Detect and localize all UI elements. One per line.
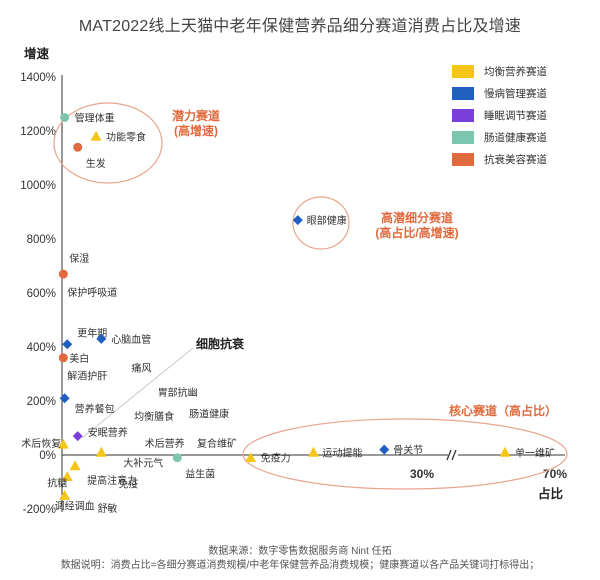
data-point-circle <box>58 353 68 363</box>
legend-label: 慢病管理赛道 <box>484 87 547 100</box>
data-point-diamond <box>72 431 83 442</box>
footer-note: 数据说明：消费占比=各细分赛道消费规模/中老年保健营养品消费规模；健康赛道以各产… <box>60 560 540 571</box>
data-point-triangle <box>308 446 320 457</box>
legend-label: 肠道健康赛道 <box>484 131 547 144</box>
data-label: 舒敏 <box>97 502 117 515</box>
growth-zone-title: 潜力赛道 <box>172 108 220 123</box>
x-axis-title: 占比 <box>538 486 564 501</box>
data-label: 眼部健康 <box>307 214 347 227</box>
data-point-circle <box>172 453 182 463</box>
data-label: 痛风 <box>132 362 152 375</box>
data-label: 免疫 <box>118 478 138 491</box>
y-tick-label: 600% <box>27 288 56 300</box>
data-label: 管理体重 <box>75 112 115 125</box>
legend-swatch <box>452 108 474 122</box>
data-label: 解酒护肝 <box>67 370 107 383</box>
potential-zone-title: 高潜细分赛道 <box>381 210 453 225</box>
footer-source: 数据来源：数字零售数据服务商 Nint 任拓 <box>208 546 392 557</box>
data-point-diamond <box>59 393 70 404</box>
data-label: 术后营养 <box>145 437 185 450</box>
data-label: 益生菌 <box>185 468 215 481</box>
data-label: 术后恢复 <box>21 437 61 450</box>
legend: 均衡营养赛道 慢病管理赛道 睡眠调节赛道 肠道健康赛道 抗衰美容赛道 <box>452 60 578 170</box>
data-label: 安眠营养 <box>88 426 128 439</box>
legend-swatch <box>452 130 474 144</box>
y-tick-label: 400% <box>27 342 56 354</box>
y-tick-label: 0% <box>39 450 56 462</box>
data-label: 复合维矿 <box>197 437 237 450</box>
y-tick-label: 1400% <box>20 72 56 84</box>
data-label: 运动提能 <box>323 446 363 459</box>
data-label: 抗糖 <box>47 477 67 490</box>
axis-break-mark <box>451 449 457 461</box>
legend-item: 肠道健康赛道 <box>452 126 578 148</box>
data-label: 骨关节 <box>393 444 423 457</box>
legend-swatch <box>452 152 474 166</box>
growth-zone-ellipse <box>53 102 163 184</box>
y-tick-label: -200% <box>23 504 56 516</box>
data-label: 大补元气 <box>123 456 163 469</box>
data-point-circle <box>73 142 83 152</box>
data-point-triangle <box>61 471 73 481</box>
x-tick-label: 70% <box>543 467 567 481</box>
legend-item: 抗衰美容赛道 <box>452 148 578 170</box>
data-label: 胃部抗幽 <box>158 386 198 399</box>
core-zone-title: 核心赛道（高占比） <box>449 403 557 418</box>
data-point-triangle <box>95 446 107 457</box>
data-label: 营养餐包 <box>75 402 115 415</box>
data-point-circle <box>60 113 70 122</box>
data-label: 保湿 <box>69 252 89 265</box>
y-tick-label: 800% <box>27 234 56 246</box>
core-zone-ellipse <box>242 418 568 490</box>
y-tick-label: 1200% <box>20 126 56 138</box>
legend-label: 睡眠调节赛道 <box>484 109 547 122</box>
legend-swatch <box>452 86 474 100</box>
data-label: 免疫力 <box>261 452 291 465</box>
y-tick-label: 200% <box>27 396 56 408</box>
data-label: 提高注意力 <box>87 474 137 487</box>
leader-line <box>81 347 194 439</box>
data-label: 心脑血管 <box>111 333 151 346</box>
chart-title: MAT2022线上天猫中老年保健营养品细分赛道消费占比及增速 <box>78 18 522 35</box>
legend-label: 抗衰美容赛道 <box>484 153 547 166</box>
data-point-triangle <box>57 438 69 449</box>
legend-item: 睡眠调节赛道 <box>452 104 578 126</box>
data-point-diamond <box>62 339 73 350</box>
growth-zone-subtitle: (高增速) <box>174 123 218 138</box>
data-label: 肠道健康 <box>189 408 229 421</box>
x-tick-label: 30% <box>410 467 434 481</box>
data-point-triangle <box>90 130 102 141</box>
legend-item: 慢病管理赛道 <box>452 82 578 104</box>
data-label: 单一维矿 <box>515 446 555 459</box>
data-label: 调经调血 <box>55 500 95 513</box>
data-label: 功能零食 <box>106 130 146 143</box>
legend-item: 均衡营养赛道 <box>452 60 578 82</box>
data-point-triangle <box>59 490 71 500</box>
data-label: 生发 <box>86 157 106 170</box>
potential-zone-subtitle: (高占比/高增速) <box>375 225 458 240</box>
y-axis-title: 增速 <box>24 46 50 61</box>
legend-label: 均衡营养赛道 <box>484 65 547 78</box>
y-tick-label: 1000% <box>20 180 56 192</box>
data-point-diamond <box>292 215 303 226</box>
data-label: 保护呼吸道 <box>67 286 117 299</box>
data-point-circle <box>58 269 68 279</box>
cell-antiaging-label: 细胞抗衰 <box>196 336 245 351</box>
data-point-triangle <box>499 446 511 457</box>
potential-zone-ellipse <box>292 196 350 250</box>
data-point-diamond <box>379 444 390 455</box>
axis-break-mark <box>446 449 452 461</box>
data-point-triangle <box>245 452 257 463</box>
legend-swatch <box>452 64 474 78</box>
data-label: 均衡膳食 <box>134 410 174 423</box>
data-point-diamond <box>96 333 107 344</box>
data-point-triangle <box>69 460 81 471</box>
data-label: 美白 <box>69 352 89 365</box>
